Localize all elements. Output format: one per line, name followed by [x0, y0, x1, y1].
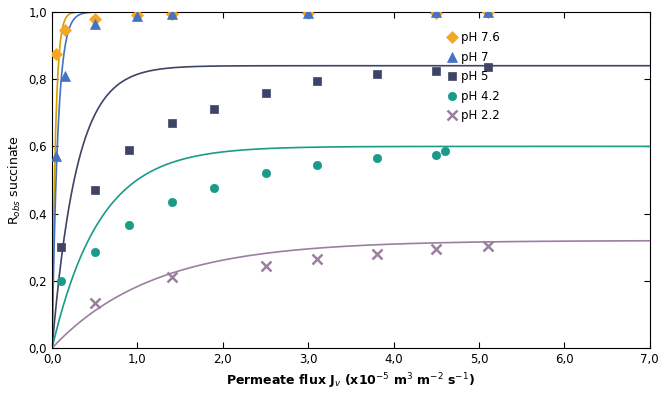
- Line: pH 7.6: pH 7.6: [52, 8, 492, 58]
- pH 7.6: [304, 11, 312, 16]
- pH 4.2: [441, 149, 449, 154]
- Line: pH 5: pH 5: [57, 63, 492, 252]
- pH 4.2: [125, 223, 133, 228]
- pH 4.2: [91, 250, 99, 255]
- pH 2.2: [91, 300, 99, 305]
- pH 5: [313, 78, 321, 83]
- pH 4.2: [262, 171, 270, 176]
- pH 7: [61, 73, 69, 78]
- pH 2.2: [313, 257, 321, 261]
- Y-axis label: R$_{obs}$ succinate: R$_{obs}$ succinate: [7, 135, 23, 225]
- pH 2.2: [262, 263, 270, 268]
- pH 4.2: [210, 186, 218, 191]
- pH 2.2: [432, 246, 440, 251]
- X-axis label: Permeate flux J$_v$ (x10$^{-5}$ m$^3$ m$^{-2}$ s$^{-1}$): Permeate flux J$_v$ (x10$^{-5}$ m$^3$ m$…: [226, 371, 476, 391]
- Line: pH 4.2: pH 4.2: [57, 147, 449, 285]
- pH 4.2: [432, 152, 440, 157]
- pH 5: [432, 68, 440, 73]
- pH 4.2: [168, 199, 176, 204]
- pH 7.6: [432, 10, 440, 15]
- pH 7: [53, 154, 61, 159]
- pH 7.6: [53, 52, 61, 57]
- pH 7: [432, 10, 440, 15]
- pH 5: [210, 107, 218, 112]
- pH 4.2: [313, 162, 321, 167]
- pH 7: [304, 11, 312, 16]
- pH 2.2: [168, 275, 176, 280]
- pH 7: [91, 21, 99, 26]
- pH 7.6: [91, 17, 99, 22]
- pH 5: [91, 188, 99, 193]
- pH 5: [484, 65, 492, 70]
- pH 5: [372, 72, 380, 76]
- Line: pH 2.2: pH 2.2: [90, 241, 492, 308]
- pH 2.2: [484, 243, 492, 248]
- pH 7.6: [61, 28, 69, 33]
- pH 5: [168, 121, 176, 125]
- pH 4.2: [372, 156, 380, 160]
- pH 7: [168, 12, 176, 17]
- pH 2.2: [372, 252, 380, 256]
- pH 4.2: [57, 279, 65, 283]
- pH 7.6: [168, 11, 176, 16]
- pH 7: [133, 14, 141, 19]
- Legend: pH 7.6, pH 7, pH 5, pH 4.2, pH 2.2: pH 7.6, pH 7, pH 5, pH 4.2, pH 2.2: [444, 28, 503, 126]
- pH 7: [484, 10, 492, 15]
- pH 7.6: [133, 12, 141, 17]
- Line: pH 7: pH 7: [51, 8, 492, 161]
- pH 5: [262, 90, 270, 95]
- pH 5: [125, 147, 133, 152]
- pH 5: [57, 245, 65, 250]
- pH 7.6: [484, 10, 492, 15]
